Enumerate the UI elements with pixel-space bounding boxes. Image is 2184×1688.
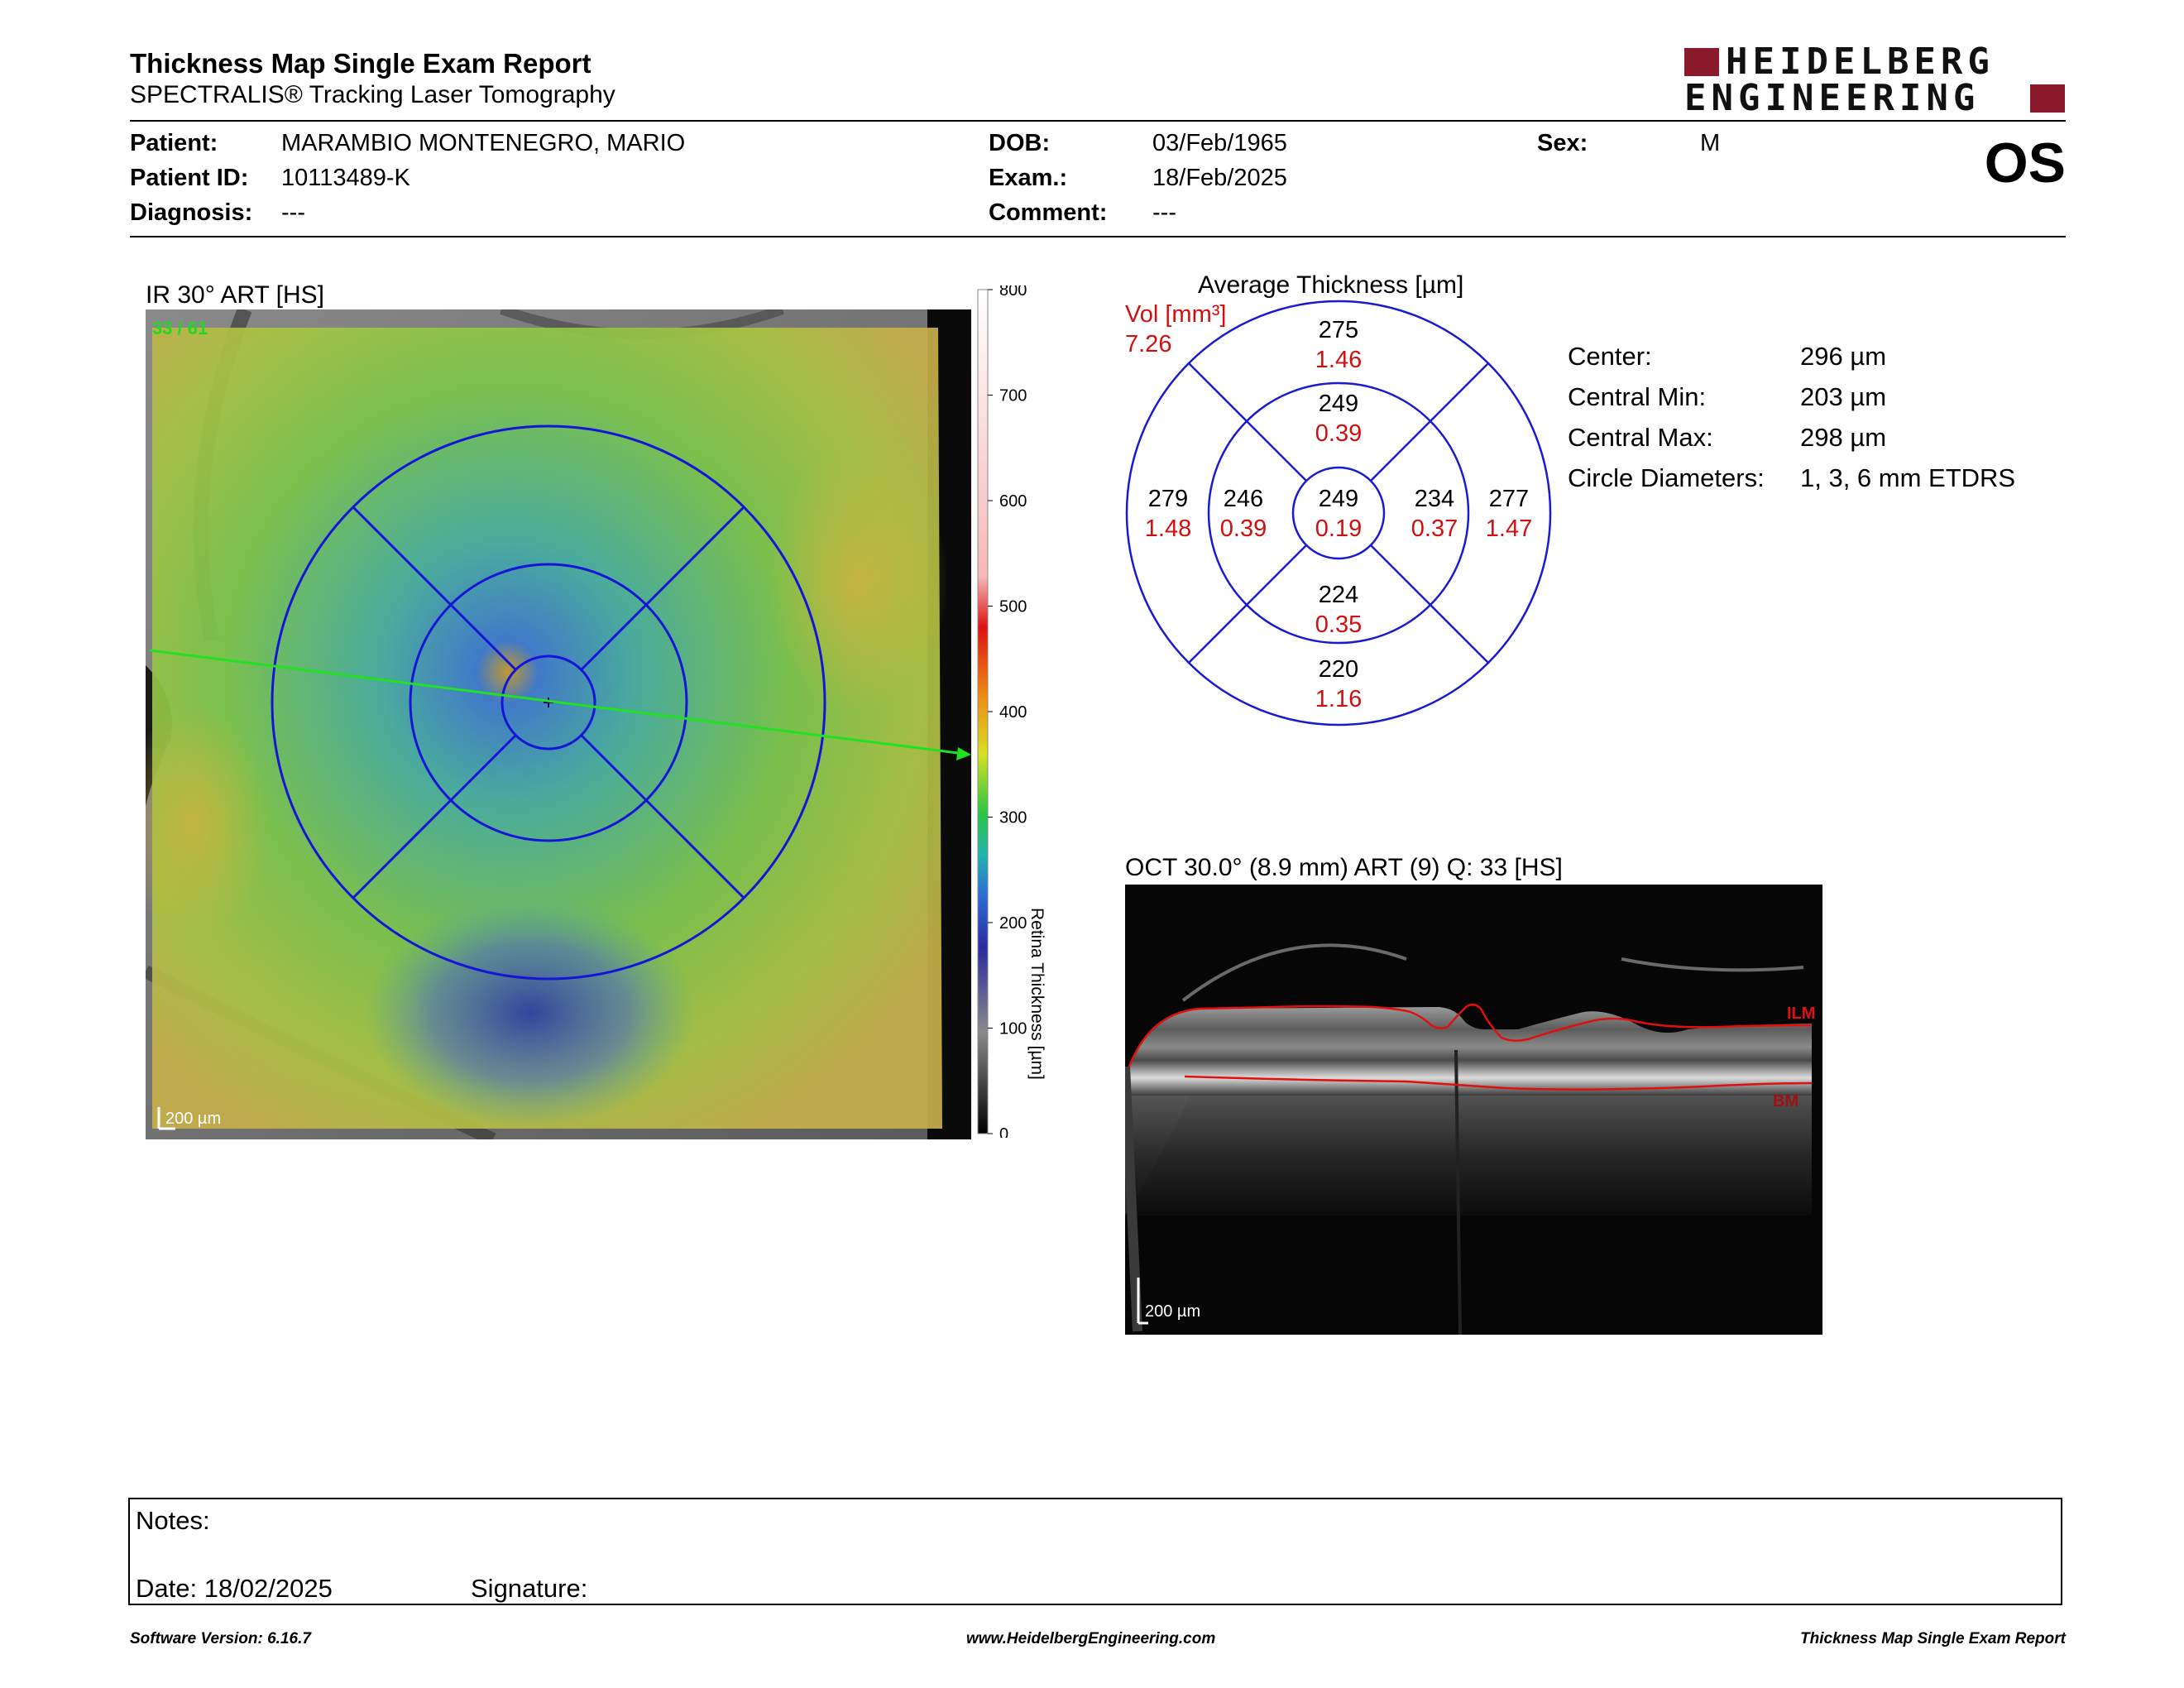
outer-temporal-thickness: 279 bbox=[1148, 486, 1188, 512]
inner-temporal-thickness: 246 bbox=[1224, 486, 1263, 512]
dob-value: 03/Feb/1965 bbox=[1152, 130, 1287, 156]
report-title: Thickness Map Single Exam Report bbox=[130, 48, 592, 79]
bm-line bbox=[1184, 1075, 1813, 1091]
exam-date: 18/Feb/2025 bbox=[1152, 165, 1287, 191]
outer-inferior-thickness: 220 bbox=[1319, 656, 1358, 683]
etdrs-chart: 275 1.46 249 0.39 279 1.48 246 0.39 249 … bbox=[1123, 298, 1554, 728]
circle-diameters-value: 1, 3, 6 mm ETDRS bbox=[1800, 463, 2016, 492]
dob-label: DOB: bbox=[989, 130, 1051, 156]
logo-line-2: ENGINEERING bbox=[1684, 77, 1980, 119]
volume-label: Vol [mm³] bbox=[1125, 301, 1227, 328]
colorbar-tick-label: 800 bbox=[999, 285, 1027, 300]
software-version: Software Version: 6.16.7 bbox=[130, 1630, 311, 1647]
ilm-line bbox=[1128, 1003, 1813, 1067]
comment-value: --- bbox=[1152, 199, 1176, 226]
oct-scale-bar: 200 µm bbox=[1137, 1278, 1200, 1325]
colorbar-tick-label: 200 bbox=[999, 914, 1027, 933]
logo-line-1: HEIDELBERG bbox=[1726, 41, 1995, 83]
oct-scale-label: 200 µm bbox=[1145, 1302, 1200, 1321]
outer-superior-volume: 1.46 bbox=[1315, 347, 1362, 373]
center-thickness: 249 bbox=[1319, 486, 1358, 512]
eye-indicator: OS bbox=[1984, 132, 2066, 194]
colorbar-tick-label: 100 bbox=[999, 1020, 1027, 1038]
inner-inferior-volume: 0.35 bbox=[1315, 611, 1362, 638]
header-divider bbox=[130, 120, 2066, 122]
center-value: 296 µm bbox=[1800, 342, 1887, 371]
signature-label: Signature: bbox=[471, 1574, 588, 1603]
colorbar-tick-label: 700 bbox=[999, 387, 1027, 405]
date-label: Date: 18/02/2025 bbox=[136, 1574, 333, 1603]
inner-inferior-thickness: 224 bbox=[1319, 582, 1358, 608]
footer-report-name: Thickness Map Single Exam Report bbox=[1800, 1630, 2066, 1647]
website-link[interactable]: www.HeidelbergEngineering.com bbox=[966, 1630, 1216, 1647]
thickness-colorbar: 800 700 600 500 400 300 200 100 0 Retina Thickne… bbox=[968, 281, 1067, 1144]
bm-label: BM bbox=[1773, 1092, 1798, 1110]
central-max-label: Central Max: bbox=[1568, 423, 1713, 452]
comment-label: Comment: bbox=[989, 199, 1108, 226]
inner-superior-volume: 0.39 bbox=[1315, 420, 1362, 447]
ir-panel-title: IR 30° ART [HS] bbox=[146, 281, 324, 309]
inner-nasal-volume: 0.37 bbox=[1411, 516, 1458, 542]
notes-box[interactable]: Notes: Date: 18/02/2025 Signature: bbox=[128, 1498, 2062, 1605]
outer-nasal-volume: 1.47 bbox=[1486, 516, 1532, 542]
ilm-label: ILM bbox=[1787, 1005, 1815, 1023]
patient-name: MARAMBIO MONTENEGRO, MARIO bbox=[281, 130, 686, 156]
colorbar-tick-label: 400 bbox=[999, 703, 1027, 722]
colorbar-tick-label: 0 bbox=[999, 1125, 1008, 1138]
diagnosis-label: Diagnosis: bbox=[130, 199, 253, 226]
oct-panel-title: OCT 30.0° (8.9 mm) ART (9) Q: 33 [HS] bbox=[1125, 854, 1563, 881]
circle-diameters-label: Circle Diameters: bbox=[1568, 463, 1765, 492]
colorbar-label: Retina Thickness [µm] bbox=[1027, 908, 1046, 1080]
patient-label: Patient: bbox=[130, 130, 218, 156]
central-min-label: Central Min: bbox=[1568, 382, 1707, 411]
inner-temporal-volume: 0.39 bbox=[1220, 516, 1267, 542]
sex-value: M bbox=[1700, 130, 1721, 156]
oct-bscan: ILM BM 200 µm bbox=[1120, 885, 1822, 1336]
ir-scale-label: 200 µm bbox=[165, 1110, 221, 1128]
scan-line-arrow bbox=[149, 649, 971, 760]
outer-temporal-volume: 1.48 bbox=[1145, 516, 1191, 542]
central-max-value: 298 µm bbox=[1800, 423, 1887, 452]
etdrs-title: Average Thickness [µm] bbox=[1198, 271, 1464, 299]
colorbar-tick-label: 500 bbox=[999, 598, 1027, 616]
outer-inferior-volume: 1.16 bbox=[1315, 686, 1362, 712]
outer-superior-thickness: 275 bbox=[1319, 317, 1358, 343]
ir-thickness-map: 33 / 61 200 µm bbox=[121, 305, 971, 1146]
volume-total: 7.26 bbox=[1125, 331, 1172, 357]
inner-nasal-thickness: 234 bbox=[1415, 486, 1454, 512]
exam-label: Exam.: bbox=[989, 165, 1068, 191]
center-volume: 0.19 bbox=[1315, 516, 1362, 542]
report-subtitle: SPECTRALIS® Tracking Laser Tomography bbox=[130, 81, 615, 108]
patient-id: 10113489-K bbox=[281, 165, 410, 191]
central-min-value: 203 µm bbox=[1800, 382, 1887, 411]
patient-id-label: Patient ID: bbox=[130, 165, 249, 191]
outer-nasal-thickness: 277 bbox=[1489, 486, 1529, 512]
colorbar-tick-label: 600 bbox=[999, 492, 1027, 511]
inner-superior-thickness: 249 bbox=[1319, 391, 1358, 417]
center-label: Center: bbox=[1568, 342, 1652, 371]
colorbar-tick-label: 300 bbox=[999, 809, 1027, 827]
patient-divider bbox=[130, 236, 2066, 237]
diagnosis-value: --- bbox=[281, 199, 305, 226]
frame-counter: 33 / 61 bbox=[152, 318, 208, 338]
etdrs-grid-overlay bbox=[271, 424, 826, 981]
ir-scale-bar: 200 µm bbox=[157, 1107, 221, 1130]
sex-label: Sex: bbox=[1537, 130, 1588, 156]
notes-label: Notes: bbox=[136, 1506, 210, 1535]
